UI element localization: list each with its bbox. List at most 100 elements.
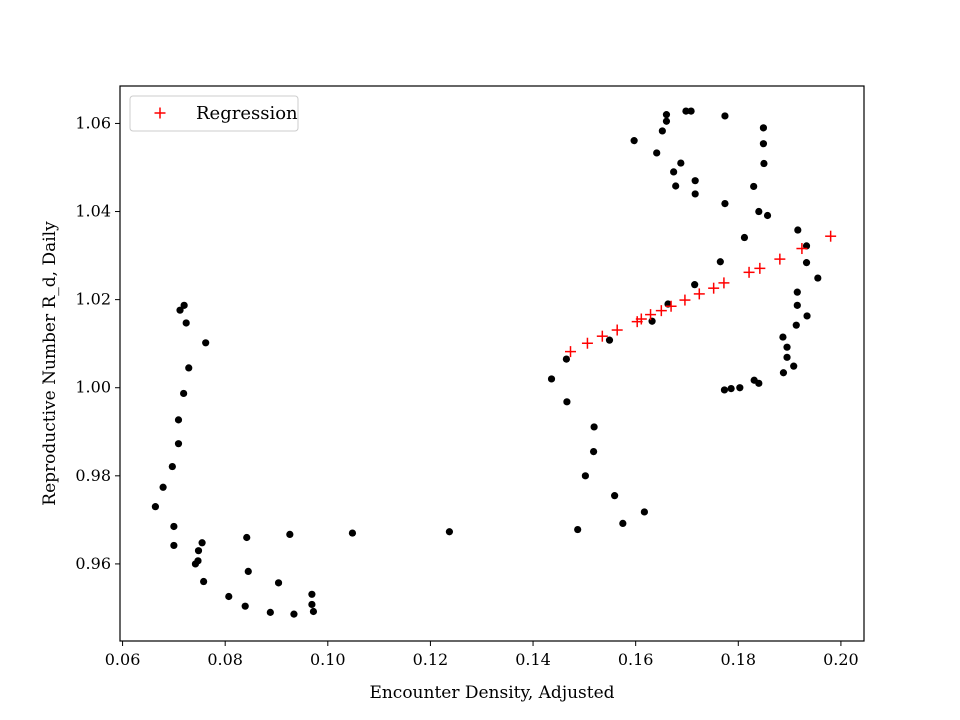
data-point bbox=[793, 288, 801, 296]
plot-marks bbox=[151, 107, 837, 618]
x-tick-label: 0.12 bbox=[413, 650, 449, 669]
data-point bbox=[605, 336, 614, 344]
regression-point bbox=[796, 243, 808, 255]
data-point bbox=[720, 386, 729, 394]
data-point bbox=[779, 369, 788, 377]
x-tick-label: 0.16 bbox=[618, 650, 654, 669]
x-tick-label: 0.20 bbox=[823, 650, 859, 669]
data-point bbox=[563, 398, 571, 406]
regression-point bbox=[774, 253, 786, 265]
data-point bbox=[159, 483, 167, 491]
x-tick-label: 0.18 bbox=[720, 650, 756, 669]
data-point bbox=[191, 560, 200, 568]
regression-point bbox=[743, 266, 755, 278]
data-point bbox=[182, 319, 190, 327]
data-point bbox=[266, 608, 274, 616]
regression-point bbox=[754, 262, 766, 274]
data-point bbox=[691, 281, 699, 289]
data-point bbox=[202, 339, 210, 347]
data-point bbox=[653, 149, 661, 157]
y-tick-label: 0.96 bbox=[75, 554, 111, 573]
data-point bbox=[590, 423, 598, 431]
regression-point bbox=[596, 330, 608, 342]
regression-point bbox=[611, 324, 623, 336]
data-point bbox=[672, 182, 680, 190]
y-tick-label: 1.00 bbox=[75, 378, 111, 397]
data-point bbox=[611, 492, 619, 500]
regression-point bbox=[581, 337, 593, 349]
data-point bbox=[721, 200, 729, 208]
data-point bbox=[445, 528, 454, 536]
data-point bbox=[308, 590, 316, 598]
data-point bbox=[348, 529, 357, 537]
regression-point bbox=[718, 277, 730, 289]
data-point bbox=[687, 107, 695, 115]
data-point bbox=[802, 242, 811, 250]
data-point bbox=[814, 274, 822, 282]
legend-marker-plus bbox=[154, 107, 166, 119]
data-point bbox=[168, 462, 176, 471]
data-point bbox=[185, 364, 193, 372]
y-tick-label: 1.04 bbox=[75, 202, 111, 221]
axes: 0.06 0.08 0.10 0.12 0.14 0.16 0.18 0.20 0.96 0.98… bbox=[75, 113, 858, 669]
regression-point bbox=[655, 305, 667, 317]
data-point bbox=[760, 159, 768, 168]
data-point bbox=[619, 519, 627, 527]
legend-entry-regression: Regression bbox=[196, 103, 298, 124]
data-point bbox=[736, 384, 744, 392]
data-point bbox=[243, 533, 251, 542]
data-point bbox=[691, 190, 699, 198]
data-point bbox=[198, 539, 206, 547]
legend-box bbox=[129, 95, 299, 132]
data-point bbox=[648, 317, 656, 325]
legend-plus-icon bbox=[154, 107, 166, 119]
data-point bbox=[151, 503, 160, 511]
regression-point bbox=[645, 309, 657, 321]
data-point bbox=[286, 530, 294, 539]
data-point bbox=[200, 577, 208, 586]
data-point bbox=[794, 226, 802, 234]
regression-point bbox=[565, 346, 577, 358]
data-point bbox=[759, 124, 768, 132]
regression-point bbox=[708, 282, 720, 294]
data-point bbox=[581, 472, 589, 480]
x-tick-label: 0.08 bbox=[207, 650, 243, 669]
y-axis-label: Reproductive Number R_d, Daily bbox=[40, 221, 60, 506]
data-point bbox=[562, 355, 571, 363]
legend: Regression bbox=[129, 95, 299, 132]
regression-point bbox=[635, 313, 647, 325]
x-axis-label: Encounter Density, Adjusted bbox=[369, 683, 614, 703]
data-point bbox=[658, 127, 666, 135]
x-tick-label: 0.10 bbox=[310, 650, 346, 669]
data-point bbox=[170, 541, 178, 550]
regression-point bbox=[679, 294, 691, 306]
data-point bbox=[793, 301, 801, 309]
data-point bbox=[180, 301, 188, 309]
data-point bbox=[176, 306, 184, 314]
data-point bbox=[691, 177, 699, 185]
data-point bbox=[630, 137, 638, 145]
data-point bbox=[792, 321, 800, 329]
data-point bbox=[308, 600, 316, 609]
data-point bbox=[779, 333, 787, 341]
data-point bbox=[763, 211, 772, 220]
data-point bbox=[721, 112, 729, 120]
data-point bbox=[244, 567, 252, 576]
data-point bbox=[589, 447, 598, 456]
regression-point bbox=[665, 300, 677, 312]
data-point bbox=[802, 259, 811, 267]
data-point bbox=[727, 385, 735, 393]
data-point bbox=[274, 579, 283, 587]
data-point bbox=[716, 258, 724, 266]
regression-point bbox=[693, 288, 705, 300]
data-point bbox=[755, 207, 763, 216]
data-point bbox=[670, 168, 678, 176]
y-tick-label: 1.02 bbox=[75, 290, 111, 309]
data-point bbox=[225, 592, 233, 601]
data-point bbox=[640, 508, 648, 516]
data-point bbox=[783, 343, 791, 351]
data-point bbox=[755, 379, 763, 387]
data-point bbox=[662, 117, 671, 125]
y-tick-label: 1.06 bbox=[75, 113, 111, 132]
